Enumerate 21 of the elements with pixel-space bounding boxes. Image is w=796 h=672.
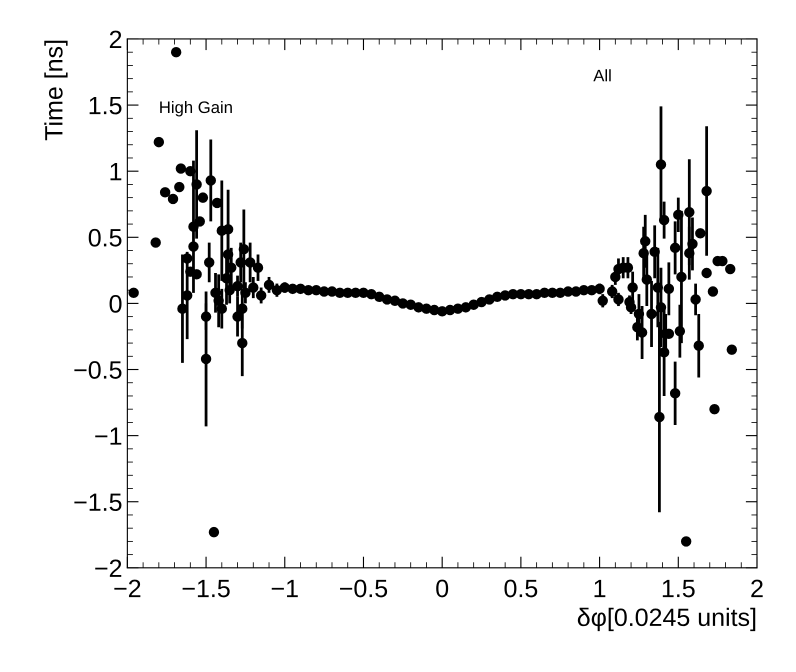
y-tick-label: 1.5 xyxy=(90,96,122,114)
y-tick-label: −1 xyxy=(95,427,122,445)
x-tick-label: 1 xyxy=(594,580,606,598)
x-tick-label: 0.5 xyxy=(504,580,538,598)
y-axis-title: Time [ns] xyxy=(44,40,68,140)
y-tick-label: −1.5 xyxy=(74,494,122,512)
annotation: All xyxy=(593,69,611,82)
annotation: High Gain xyxy=(160,100,232,116)
x-axis-title: δφ[0.0245 units] xyxy=(578,608,756,632)
y-tick-label: 0.5 xyxy=(88,228,122,247)
x-tick-label: −0.5 xyxy=(340,580,388,598)
y-tick-label: −2 xyxy=(95,559,122,577)
y-tick-label: −0.5 xyxy=(74,361,122,379)
x-tick-label: 0 xyxy=(436,580,448,598)
x-tick-label: −1 xyxy=(272,580,298,598)
x-tick-label: −1.5 xyxy=(182,580,230,598)
y-tick-label: 1 xyxy=(110,163,122,180)
x-tick-label: 1.5 xyxy=(662,580,695,598)
x-tick-label: 2 xyxy=(751,580,763,598)
y-tick-label: 2 xyxy=(110,30,122,48)
y-tick-label: 0 xyxy=(110,295,122,313)
